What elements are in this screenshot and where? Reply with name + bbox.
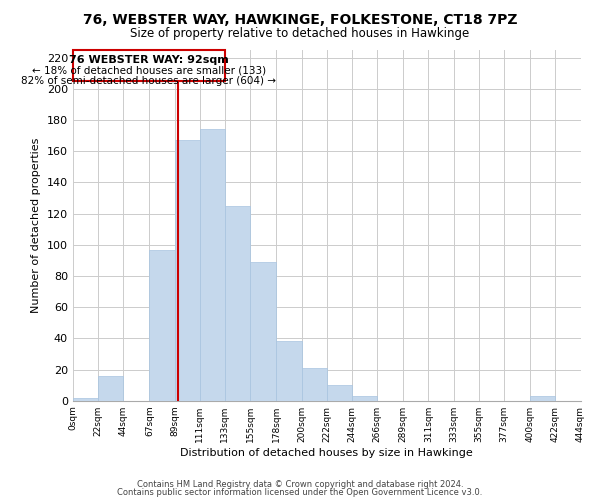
Bar — [530, 396, 556, 400]
Text: Contains public sector information licensed under the Open Government Licence v3: Contains public sector information licen… — [118, 488, 482, 497]
Text: Contains HM Land Registry data © Crown copyright and database right 2024.: Contains HM Land Registry data © Crown c… — [137, 480, 463, 489]
Bar — [225, 206, 250, 400]
Text: 76, WEBSTER WAY, HAWKINGE, FOLKESTONE, CT18 7PZ: 76, WEBSTER WAY, HAWKINGE, FOLKESTONE, C… — [83, 12, 517, 26]
Bar — [149, 250, 175, 400]
Bar — [352, 396, 377, 400]
X-axis label: Distribution of detached houses by size in Hawkinge: Distribution of detached houses by size … — [181, 448, 473, 458]
Bar — [98, 376, 123, 400]
Bar — [175, 140, 200, 400]
Text: 82% of semi-detached houses are larger (604) →: 82% of semi-detached houses are larger (… — [22, 76, 277, 86]
Bar — [326, 385, 352, 400]
Bar — [250, 262, 277, 400]
Bar — [302, 368, 326, 400]
Text: Size of property relative to detached houses in Hawkinge: Size of property relative to detached ho… — [130, 28, 470, 40]
Text: 76 WEBSTER WAY: 92sqm: 76 WEBSTER WAY: 92sqm — [69, 54, 229, 64]
Y-axis label: Number of detached properties: Number of detached properties — [31, 138, 41, 313]
Bar — [73, 398, 98, 400]
Bar — [200, 130, 225, 400]
FancyBboxPatch shape — [73, 50, 225, 81]
Text: ← 18% of detached houses are smaller (133): ← 18% of detached houses are smaller (13… — [32, 66, 266, 76]
Bar — [277, 342, 302, 400]
